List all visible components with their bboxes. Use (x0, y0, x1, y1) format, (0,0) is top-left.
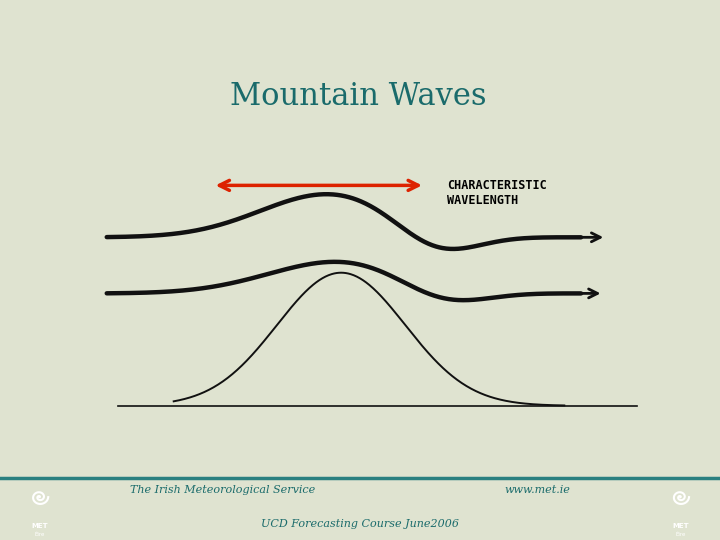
Text: www.met.ie: www.met.ie (504, 485, 570, 495)
Text: MET: MET (31, 523, 48, 529)
Text: Mountain Waves: Mountain Waves (230, 82, 486, 112)
Text: UCD Forecasting Course June2006: UCD Forecasting Course June2006 (261, 519, 459, 529)
Text: Éire: Éire (35, 531, 45, 537)
Text: CHARACTERISTIC
WAVELENGTH: CHARACTERISTIC WAVELENGTH (447, 179, 547, 207)
Text: MET: MET (672, 523, 689, 529)
Text: Éire: Éire (675, 531, 685, 537)
Text: The Irish Meteorological Service: The Irish Meteorological Service (130, 485, 315, 495)
